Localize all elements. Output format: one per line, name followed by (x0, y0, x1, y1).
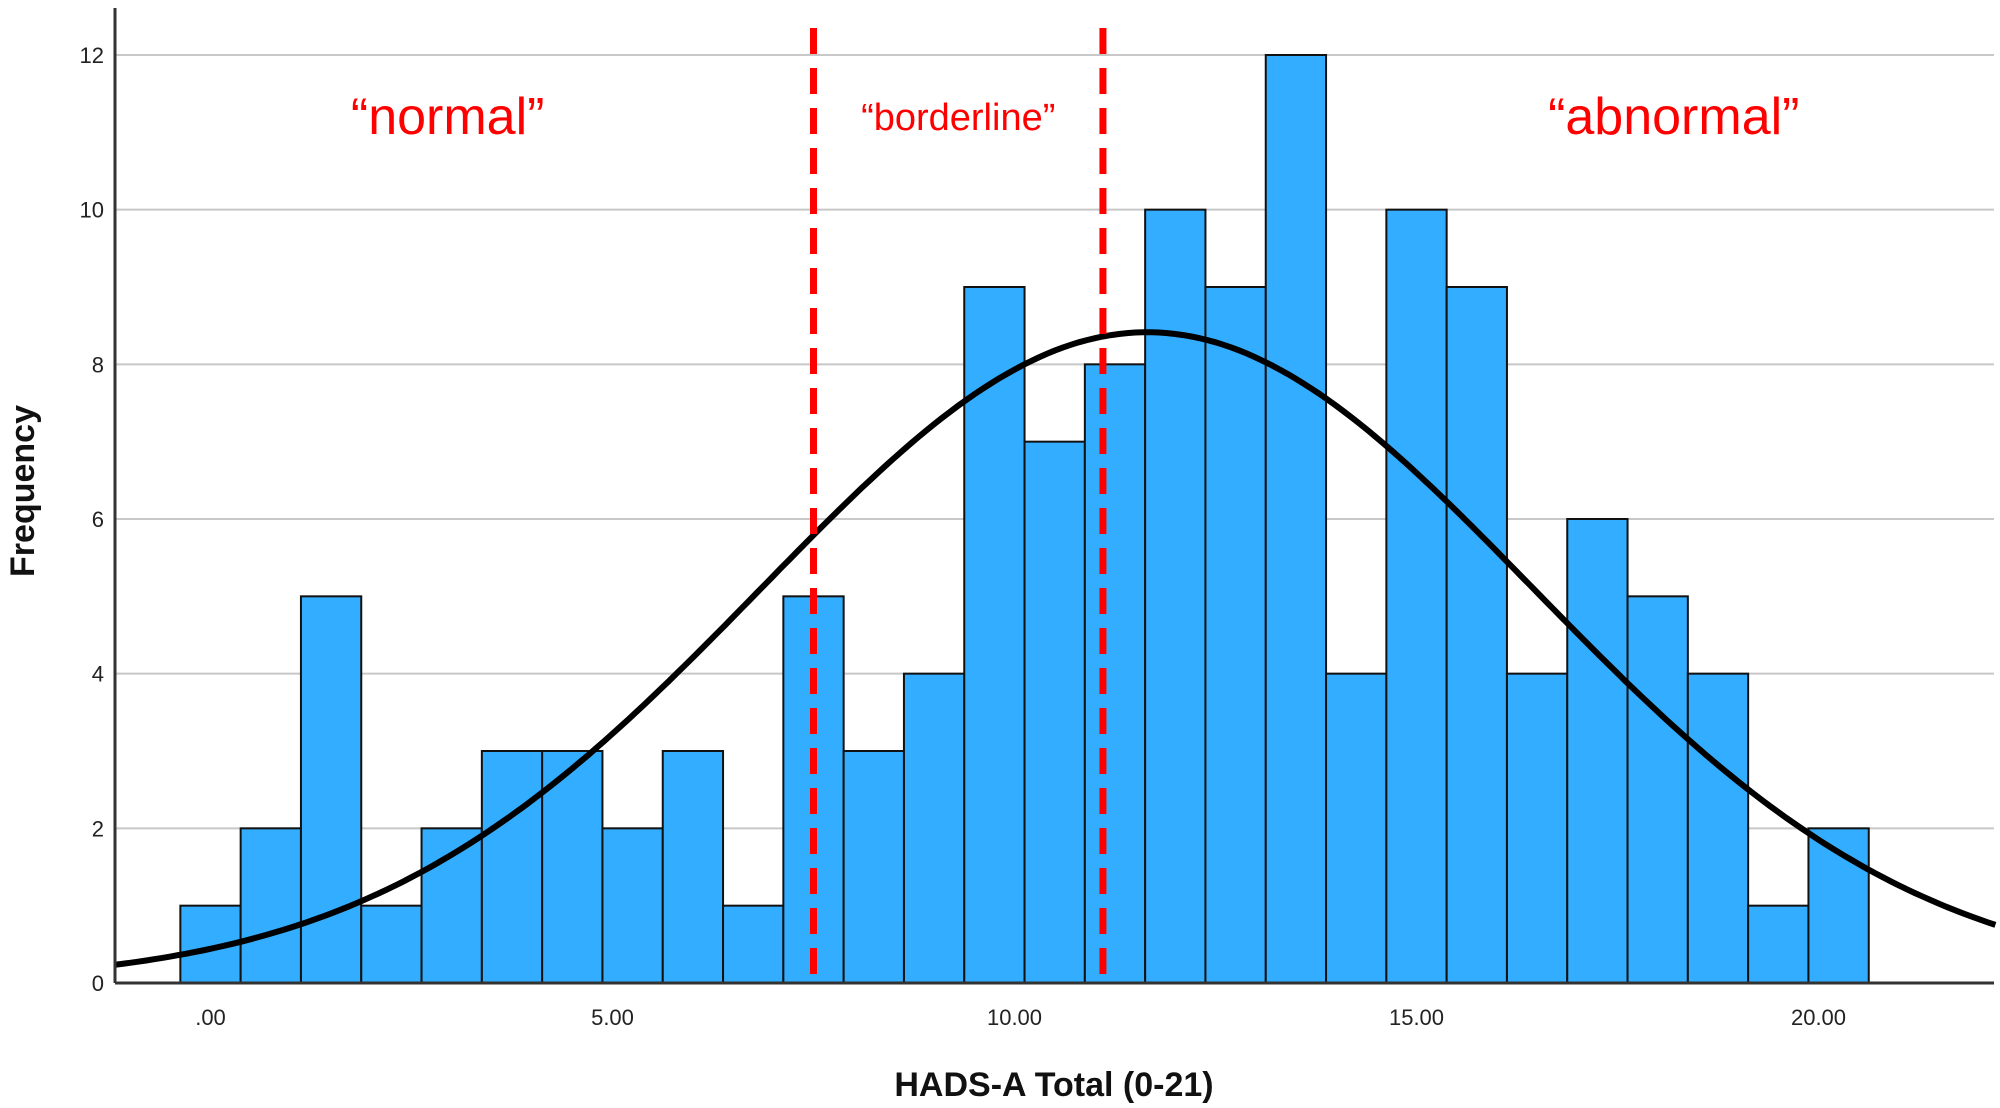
histogram-bar (1747, 904, 1810, 985)
histogram-bar (541, 750, 604, 984)
histogram-bar (902, 672, 966, 985)
x-tick-label: .00 (195, 1005, 226, 1030)
x-tick-label: 10.00 (987, 1005, 1042, 1030)
y-tick-label: 4 (92, 662, 104, 687)
histogram-bar (1505, 672, 1569, 985)
histogram-bar (722, 904, 785, 985)
histogram-bar (1566, 518, 1629, 984)
histogram-bar (963, 286, 1026, 984)
histogram-bar (1686, 672, 1750, 985)
histogram-bar (842, 750, 905, 984)
bars (179, 54, 1870, 985)
region-label: “normal” (351, 88, 545, 146)
y-tick-label: 8 (92, 352, 104, 377)
histogram-bar (1626, 595, 1689, 984)
histogram-bar (1023, 440, 1086, 984)
histogram-bar (1385, 208, 1448, 984)
region-label: “abnormal” (1548, 88, 1799, 146)
y-tick-label: 2 (92, 816, 104, 841)
histogram-bar (661, 750, 725, 984)
histogram-bar (1204, 286, 1267, 984)
tick-labels: 0 2 4 6 8 10 12 .00 5.00 10.00 15.00 20.00 (80, 43, 1847, 1030)
y-tick-label: 0 (92, 971, 104, 996)
axes (113, 8, 1994, 985)
histogram-bar (1083, 363, 1147, 985)
annotations: “normal” “borderline” “abnormal” (351, 88, 1800, 146)
histogram-bar (1325, 672, 1388, 985)
region-label: “borderline” (861, 97, 1055, 139)
y-tick-label: 6 (92, 507, 104, 532)
normal-curve-group (113, 329, 1997, 968)
y-tick-label: 12 (80, 43, 104, 68)
normal-curve (113, 329, 1997, 968)
histogram-bar (601, 827, 664, 984)
histogram-bar (480, 750, 544, 984)
x-tick-label: 5.00 (591, 1005, 634, 1030)
x-tick-label: 20.00 (1791, 1005, 1846, 1030)
y-axis-label: Frequency (4, 405, 42, 577)
x-tick-label: 15.00 (1389, 1005, 1444, 1030)
histogram-bar (299, 595, 363, 984)
y-tick-label: 10 (80, 198, 104, 223)
histogram-bar (239, 827, 302, 984)
histogram-bar (1264, 54, 1328, 984)
x-axis-label: HADS-A Total (0-21) (894, 1066, 1213, 1104)
histogram-bar (360, 904, 423, 985)
histogram-bar (1445, 286, 1508, 984)
histogram-bar (1144, 208, 1207, 984)
